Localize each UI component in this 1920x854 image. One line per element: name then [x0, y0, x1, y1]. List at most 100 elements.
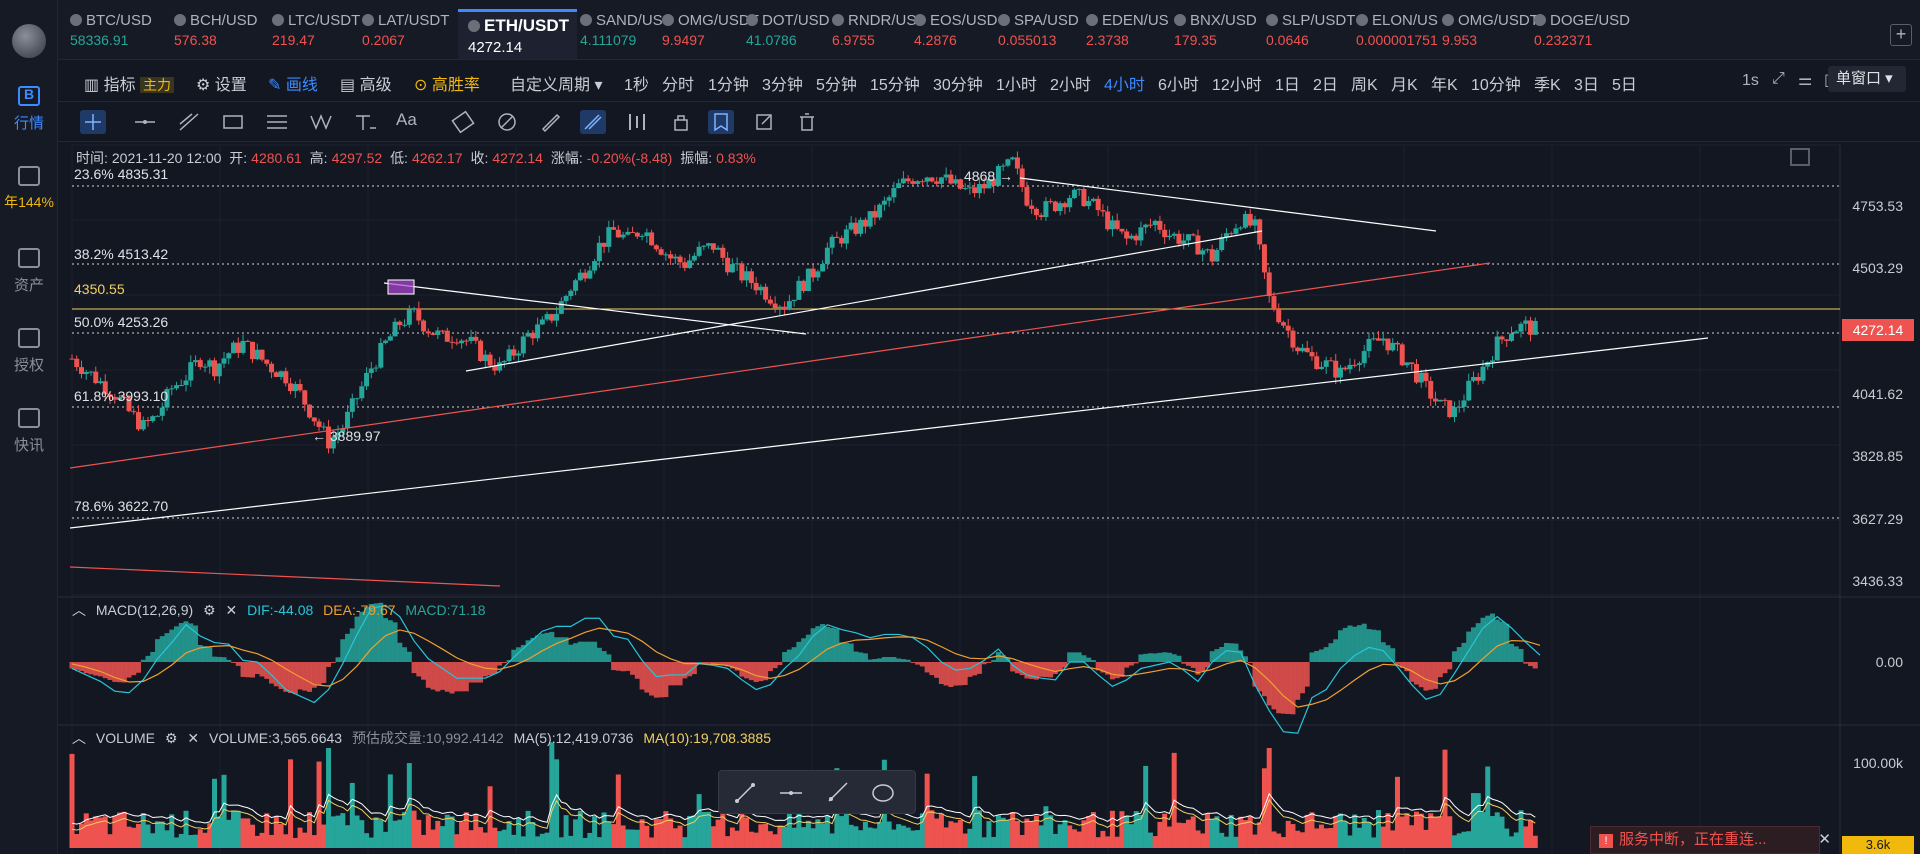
sidebar-item-news[interactable]: 快讯: [0, 408, 58, 455]
collapse-icon[interactable]: ︿: [72, 602, 86, 618]
period-3[interactable]: 3分钟: [762, 77, 803, 94]
ellipse-tool-icon[interactable]: [869, 781, 897, 805]
macd-bar: [387, 620, 393, 662]
lock-icon[interactable]: [668, 110, 694, 134]
volume-bar: [625, 829, 631, 848]
text-icon[interactable]: Aa: [396, 110, 417, 129]
volume-bar: [1214, 816, 1220, 848]
candle: [720, 247, 726, 258]
period-10[interactable]: 6小时: [1158, 77, 1199, 94]
period-17[interactable]: 10分钟: [1471, 77, 1521, 94]
tab-omg-usdt[interactable]: OMG/USDT 9.953: [1442, 12, 1539, 56]
indicator-button[interactable]: ▥ 指标 主力: [84, 71, 175, 95]
macd-bar: [706, 662, 712, 663]
ruler-icon[interactable]: [450, 110, 476, 134]
fib-icon[interactable]: [264, 110, 290, 134]
tab-slp-usdt[interactable]: SLP/USDT 0.0646: [1266, 12, 1355, 56]
tab-btc-usd[interactable]: BTC/USD 58336.91: [70, 12, 152, 56]
volume-settings-icon[interactable]: ⚙: [164, 730, 178, 746]
bookmark-icon[interactable]: [708, 110, 734, 134]
tab-omg-usdt[interactable]: OMG/USDT 9.9497: [662, 12, 759, 56]
macd-bar: [696, 661, 702, 663]
period-4[interactable]: 5分钟: [816, 77, 857, 94]
period-11[interactable]: 12小时: [1212, 77, 1262, 94]
candle: [425, 331, 431, 334]
period-2[interactable]: 1分钟: [708, 77, 749, 94]
period-13[interactable]: 2日: [1313, 77, 1338, 94]
rectangle-icon[interactable]: [220, 110, 246, 134]
trend-line-icon[interactable]: [176, 110, 202, 134]
tab-bch-usd[interactable]: BCH/USD 576.38: [174, 12, 258, 56]
add-tab-button[interactable]: +: [1890, 24, 1912, 46]
close-icon[interactable]: ✕: [1818, 831, 1831, 848]
measure-icon[interactable]: [352, 110, 378, 134]
volume-bar: [1518, 810, 1524, 848]
advanced-button[interactable]: ▤ 高级: [340, 77, 392, 94]
window-mode-select[interactable]: 单窗口 ▾: [1828, 66, 1906, 92]
candle: [1413, 364, 1419, 383]
period-5[interactable]: 15分钟: [870, 77, 920, 94]
wave-icon[interactable]: [308, 110, 334, 134]
custom-period-dropdown[interactable]: 自定义周期 ▾: [510, 77, 603, 94]
macd-close-icon[interactable]: ✕: [225, 602, 238, 618]
winrate-button[interactable]: ⊙ 高胜率: [414, 77, 480, 94]
magnet-icon[interactable]: [580, 110, 606, 134]
period-20[interactable]: 5日: [1612, 77, 1637, 94]
period-7[interactable]: 1小时: [996, 77, 1037, 94]
period-8[interactable]: 2小时: [1050, 77, 1091, 94]
volume-bar: [1014, 820, 1020, 848]
segment-tool-icon[interactable]: [731, 781, 759, 805]
period-16[interactable]: 年K: [1431, 77, 1458, 94]
eraser-icon[interactable]: [494, 110, 520, 134]
crosshair-icon[interactable]: [80, 110, 106, 134]
sidebar-item-yield[interactable]: 年144%: [0, 166, 58, 212]
layout-icon[interactable]: ⚌: [1798, 72, 1813, 89]
sidebar-item-assets[interactable]: 资产: [0, 248, 58, 295]
macd-bar: [411, 662, 417, 674]
period-15[interactable]: 月K: [1391, 77, 1418, 94]
hline-tool-icon[interactable]: [777, 781, 805, 805]
tab-symbol-text: LAT/USDT: [378, 12, 450, 29]
expand-icon[interactable]: ⤢: [1772, 70, 1785, 87]
period-9[interactable]: 4小时: [1104, 77, 1145, 94]
period-1[interactable]: 分时: [662, 77, 695, 94]
sidebar-item-auth[interactable]: 授权: [0, 328, 58, 375]
tab-sand-us[interactable]: SAND/US 4.111079: [580, 12, 663, 56]
tab-rndr-us[interactable]: RNDR/US 6.9755: [832, 12, 916, 56]
horizontal-line-icon[interactable]: [132, 110, 158, 134]
tab-dot-usd[interactable]: DOT/USD 41.0786: [746, 12, 830, 56]
settings-button[interactable]: ⚙ 设置: [196, 77, 247, 94]
tab-lat-usdt[interactable]: LAT/USDT 0.2067: [362, 12, 449, 56]
volume-bar: [1523, 826, 1529, 848]
tab-eth-usdt[interactable]: ETH/USDT 4272.14: [458, 9, 577, 59]
tab-ltc-usdt[interactable]: LTC/USDT 219.47: [272, 12, 360, 56]
tab-bnx-usd[interactable]: BNX/USD 179.35: [1174, 12, 1257, 56]
trash-icon[interactable]: [794, 110, 820, 134]
period-6[interactable]: 30分钟: [933, 77, 983, 94]
pencil-icon[interactable]: [538, 110, 564, 134]
draw-button[interactable]: ✎ 画线: [268, 77, 318, 94]
tab-eden-us[interactable]: EDEN/US 2.3738: [1086, 12, 1169, 56]
bars-icon[interactable]: [624, 110, 650, 134]
volume-bar: [88, 820, 94, 848]
tab-spa-usd[interactable]: SPA/USD 0.055013: [998, 12, 1079, 56]
period-18[interactable]: 季K: [1534, 77, 1561, 94]
edit-icon[interactable]: [752, 110, 778, 134]
tab-doge-usd[interactable]: DOGE/USD 0.232371: [1534, 12, 1630, 56]
tab-elon-us[interactable]: ELON/US 0.000001751: [1356, 12, 1438, 56]
collapse-icon[interactable]: ︿: [72, 730, 86, 746]
highlight-box: [387, 279, 415, 295]
volume-close-icon[interactable]: ✕: [187, 730, 200, 746]
sidebar-item-market[interactable]: 行情: [0, 86, 58, 133]
ray-tool-icon[interactable]: [823, 781, 851, 805]
macd-settings-icon[interactable]: ⚙: [203, 602, 216, 618]
fullscreen-icon[interactable]: [1790, 148, 1810, 166]
period-14[interactable]: 周K: [1351, 77, 1378, 94]
tab-eos-usd[interactable]: EOS/USD 4.2876: [914, 12, 998, 56]
period-12[interactable]: 1日: [1275, 77, 1300, 94]
period-19[interactable]: 3日: [1574, 77, 1599, 94]
period-0[interactable]: 1秒: [624, 77, 649, 94]
macd-bar: [815, 626, 821, 662]
interval-label[interactable]: 1s: [1742, 72, 1759, 89]
